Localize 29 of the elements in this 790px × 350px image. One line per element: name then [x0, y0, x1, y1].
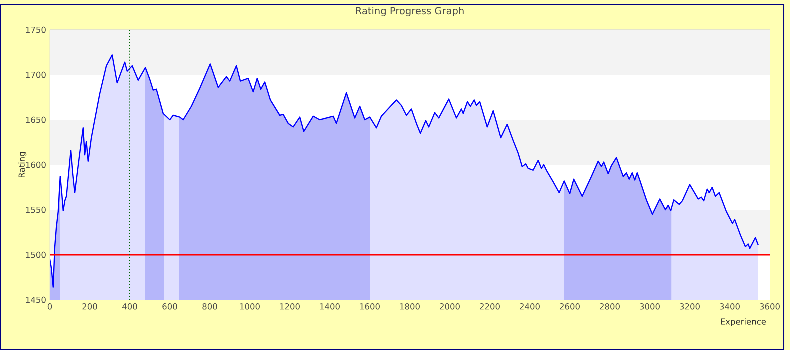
x-tick-label: 2400 [520, 304, 540, 310]
y-axis-title: Rating [18, 152, 27, 178]
y-tick-label: 1700 [26, 72, 46, 78]
x-tick-label: 1600 [360, 304, 380, 310]
x-tick-label: 400 [122, 304, 138, 310]
y-tick-label: 1750 [26, 26, 46, 34]
x-tick-label: 800 [202, 304, 218, 310]
x-tick-label: 3200 [680, 304, 700, 310]
y-tick-label: 1550 [26, 206, 46, 214]
x-tick-label: 3600 [760, 304, 780, 310]
x-tick-label: 2200 [480, 304, 500, 310]
y-tick-label: 1500 [26, 252, 46, 258]
x-tick-label: 2600 [560, 304, 580, 310]
chart-title: Rating Progress Graph [356, 7, 464, 16]
x-tick-label: 200 [82, 304, 98, 310]
x-tick-label: 1000 [240, 304, 260, 310]
x-tick-label: 0 [48, 304, 52, 310]
x-tick-label: 2000 [440, 304, 460, 310]
x-tick-label: 600 [162, 304, 178, 310]
x-tick-label: 1200 [280, 304, 300, 310]
x-tick-label: 2800 [600, 304, 620, 310]
x-tick-label: 1400 [320, 304, 340, 310]
x-axis-title: Experience [721, 318, 766, 327]
x-tick-label: 3000 [640, 304, 660, 310]
x-tick-label: 1800 [400, 304, 420, 310]
y-tick-label: 1650 [26, 116, 46, 124]
x-tick-label: 3400 [720, 304, 740, 310]
y-tick-label: 1600 [26, 162, 46, 168]
y-tick-label: 1450 [26, 296, 46, 304]
